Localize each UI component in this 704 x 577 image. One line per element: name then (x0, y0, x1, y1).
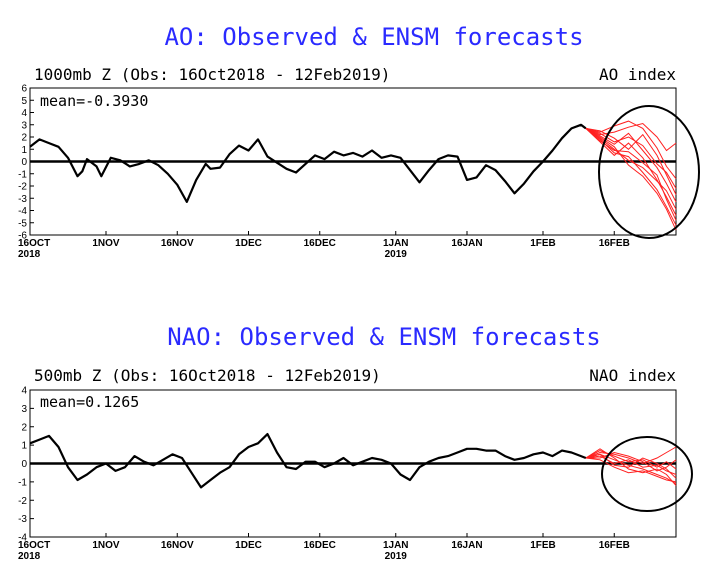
nao-x-tick-label: 1DEC (235, 540, 262, 551)
nao-forecast-line (585, 446, 677, 465)
ao-y-tick-label: 4 (21, 108, 27, 119)
ao-x-tick-label: 16NOV (161, 238, 194, 249)
nao-x-tick-label: 1FEB (530, 540, 556, 551)
nao-x-tick-year: 2019 (385, 551, 408, 562)
ao-title: AO: Observed & ENSM forecasts (164, 23, 583, 51)
ao-x-tick-label: 1NOV (92, 238, 120, 249)
nao-y-tick-label: 2 (21, 422, 27, 433)
ao-forecast-line (585, 128, 677, 226)
nao-title: NAO: Observed & ENSM forecasts (167, 323, 600, 351)
ao-y-tick-label: 1 (21, 145, 27, 156)
nao-x-tick-label: 16JAN (451, 540, 482, 551)
nao-y-tick-label: -2 (18, 496, 27, 507)
ao-x-tick-year: 2018 (18, 249, 41, 260)
nao-y-axis: 4 3 2 1 0 -1 -2 -3 -4 (18, 386, 34, 544)
nao-panel: NAO: Observed & ENSM forecasts 500mb Z (… (18, 323, 693, 562)
ao-forecast-circle (598, 105, 700, 239)
ao-subtitle: 1000mb Z (Obs: 16Oct2018 - 12Feb2019) (34, 65, 390, 84)
ao-forecast-line (585, 127, 677, 231)
nao-forecast-line (585, 453, 677, 485)
ao-x-tick-label: 1JAN (383, 238, 409, 249)
ao-x-tick-label: 16JAN (451, 238, 482, 249)
ao-mean-label: mean=-0.3930 (40, 92, 148, 110)
ao-y-tick-label: 0 (21, 157, 27, 168)
nao-x-tick-label: 16OCT (18, 540, 50, 551)
nao-forecast-line (585, 453, 677, 479)
ao-index-label: AO index (599, 65, 676, 84)
ao-forecast-series (585, 120, 677, 231)
ao-y-tick-label: -2 (18, 182, 27, 193)
nao-x-tick-year: 2018 (18, 551, 41, 562)
ao-panel: AO: Observed & ENSM forecasts 1000mb Z (… (18, 23, 700, 260)
ao-y-tick-label: 5 (21, 96, 27, 107)
nao-y-tick-label: -4 (18, 533, 27, 544)
nao-y-tick-label: -3 (18, 514, 27, 525)
nao-y-tick-label: 4 (21, 386, 27, 397)
ao-y-tick-label: 3 (21, 120, 27, 131)
nao-forecast-line (585, 457, 677, 483)
nao-observed-line (29, 433, 587, 489)
nao-mean-label: mean=0.1265 (40, 393, 139, 411)
ao-y-tick-label: -4 (18, 206, 27, 217)
ao-y-tick-label: 2 (21, 133, 27, 144)
ao-forecast-line (585, 127, 677, 189)
ao-forecast-line (585, 120, 677, 180)
nao-y-tick-label: 1 (21, 441, 27, 452)
ao-forecast-line (585, 127, 677, 210)
ao-y-tick-label: -6 (18, 231, 27, 242)
ao-y-tick-label: -1 (18, 169, 27, 180)
ao-x-tick-label: 16FEB (599, 238, 630, 249)
nao-x-tick-label: 16FEB (599, 540, 630, 551)
ao-y-tick-label: -3 (18, 194, 27, 205)
ao-observed-line (29, 123, 587, 203)
nao-y-tick-label: 3 (21, 404, 27, 415)
ao-x-tick-year: 2019 (385, 249, 408, 260)
nao-x-tick-label: 16NOV (161, 540, 194, 551)
nao-index-label: NAO index (589, 366, 676, 385)
nao-y-tick-label: 0 (21, 459, 27, 470)
nao-forecast-circle (601, 436, 693, 512)
nao-x-tick-label: 1JAN (383, 540, 409, 551)
ao-y-tick-label: -5 (18, 218, 27, 229)
ao-x-tick-label: 16DEC (304, 238, 336, 249)
nao-forecast-line (585, 448, 677, 486)
nao-subtitle: 500mb Z (Obs: 16Oct2018 - 12Feb2019) (34, 366, 381, 385)
ao-x-tick-label: 1DEC (235, 238, 262, 249)
nao-forecast-series (585, 446, 677, 486)
ao-y-tick-label: 6 (21, 84, 27, 95)
nao-x-tick-label: 1NOV (92, 540, 120, 551)
ao-x-tick-label: 16OCT (18, 238, 50, 249)
nao-y-tick-label: -1 (18, 477, 27, 488)
ao-x-tick-label: 1FEB (530, 238, 556, 249)
ao-forecast-line (585, 128, 677, 221)
nao-x-tick-label: 16DEC (304, 540, 336, 551)
